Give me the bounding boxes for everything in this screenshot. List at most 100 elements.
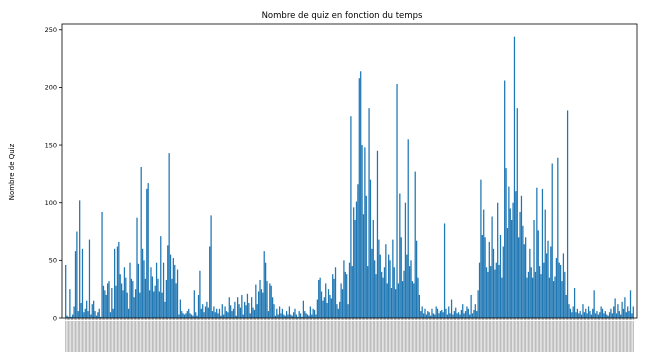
x-tick-label <box>484 321 486 352</box>
x-tick-label <box>454 321 455 352</box>
x-tick-label <box>315 321 317 352</box>
x-tick-label <box>543 321 545 352</box>
bar <box>415 240 418 318</box>
x-tick-label <box>111 321 113 352</box>
x-tick-label <box>505 321 507 352</box>
bar <box>308 315 310 318</box>
x-tick-label <box>603 321 605 352</box>
x-tick-label <box>618 321 620 352</box>
x-tick-label <box>228 321 230 352</box>
bar <box>566 110 569 318</box>
x-tick-label <box>512 321 514 352</box>
bar <box>589 311 591 318</box>
bar <box>259 279 261 318</box>
bar <box>473 309 475 318</box>
x-tick-label <box>325 321 327 352</box>
x-tick-label <box>610 321 612 352</box>
x-tick-label <box>98 321 100 352</box>
bar <box>469 314 471 318</box>
bar <box>67 316 70 318</box>
bar <box>504 80 506 319</box>
bar <box>129 262 131 318</box>
bar <box>364 147 366 318</box>
bar <box>539 266 541 318</box>
x-tick-label <box>241 321 243 352</box>
bar <box>182 313 184 318</box>
x-tick-label <box>528 321 529 352</box>
bar <box>498 264 500 318</box>
bar <box>490 266 492 318</box>
x-tick-label <box>237 321 239 352</box>
bar <box>306 314 309 318</box>
bar <box>495 262 497 318</box>
x-tick-label <box>252 321 254 352</box>
bar <box>140 166 142 318</box>
x-tick-label <box>592 321 594 352</box>
x-tick-label <box>347 321 349 352</box>
x-tick-label <box>570 321 571 352</box>
bar <box>474 304 476 318</box>
bar <box>237 297 239 318</box>
x-tick-label <box>209 321 211 352</box>
x-tick-label <box>66 321 68 352</box>
x-tick-label <box>286 321 287 352</box>
bar <box>590 314 592 318</box>
x-tick-label <box>405 321 406 352</box>
x-tick-label <box>501 321 503 352</box>
bar <box>280 313 282 318</box>
bar <box>141 248 144 318</box>
bar <box>204 306 207 318</box>
bar <box>564 271 566 318</box>
bar <box>80 303 82 318</box>
bar <box>146 188 148 318</box>
x-tick-label <box>518 321 520 352</box>
x-tick-label <box>107 321 108 352</box>
bar <box>251 297 253 318</box>
x-tick-label <box>427 321 429 352</box>
x-tick-label <box>100 321 101 352</box>
bar <box>137 263 140 318</box>
x-tick-label <box>595 321 596 352</box>
x-tick-label <box>159 321 160 352</box>
bar <box>485 267 488 318</box>
bar <box>214 312 216 318</box>
bar <box>621 301 623 318</box>
bar <box>186 311 188 318</box>
x-tick-label <box>157 321 159 352</box>
x-tick-label <box>354 321 356 352</box>
bar <box>155 262 158 318</box>
bar <box>210 215 212 318</box>
bar <box>435 306 437 318</box>
x-tick-label <box>125 321 127 352</box>
x-tick-label <box>342 321 343 352</box>
x-tick-label <box>584 321 585 352</box>
bar <box>579 311 581 318</box>
bar <box>578 313 580 318</box>
bar <box>499 234 502 318</box>
x-tick-label <box>420 321 422 352</box>
bar <box>488 241 490 318</box>
x-tick-label <box>353 321 355 352</box>
bar <box>615 313 618 318</box>
x-tick-label <box>624 321 626 352</box>
x-tick-label <box>145 321 146 352</box>
x-tick-label <box>419 321 420 352</box>
x-tick-label <box>230 321 232 352</box>
x-tick-label <box>463 321 465 352</box>
x-tick-label <box>599 321 601 352</box>
x-tick-label <box>526 321 528 352</box>
bar <box>147 183 149 318</box>
x-tick-label <box>249 321 251 352</box>
x-tick-label <box>329 321 331 352</box>
x-tick-label <box>193 321 195 352</box>
bar <box>559 264 562 318</box>
bar <box>102 285 105 318</box>
bar <box>285 311 288 318</box>
bar <box>554 276 556 318</box>
bar <box>512 202 514 318</box>
bar <box>476 311 478 318</box>
x-tick-label <box>77 321 79 352</box>
bar <box>523 244 525 318</box>
x-tick-label <box>356 321 357 352</box>
x-tick-label <box>374 321 376 352</box>
